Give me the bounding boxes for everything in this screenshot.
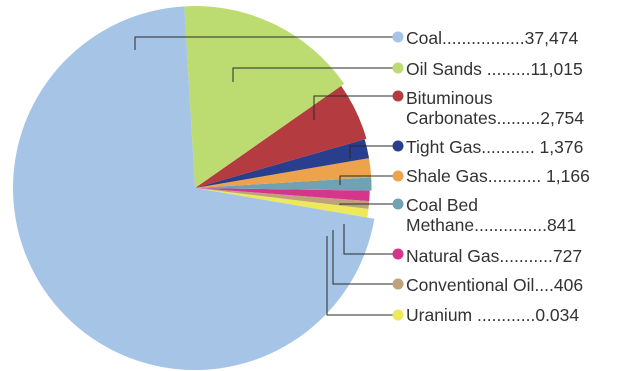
slice-labels: Coal.................37,474 Oil Sands ..… <box>406 28 590 325</box>
label-shale-gas: Shale Gas........... 1,166 <box>406 166 590 186</box>
marker-oil-sands <box>392 62 404 74</box>
label-coal-bed-line2: Methane...............841 <box>406 215 576 235</box>
slice-shale-gas <box>195 158 372 188</box>
leader-line-oil-sands <box>232 67 395 82</box>
leader-lines <box>134 36 395 316</box>
marker-bituminous-carbonates <box>392 90 404 102</box>
marker-coal <box>392 31 404 43</box>
slice-oil-sands <box>184 6 345 189</box>
marker-shale-gas <box>392 170 404 182</box>
leader-line-shale-gas <box>339 175 395 185</box>
pie-slices <box>13 6 375 371</box>
leader-line-coal <box>134 36 395 50</box>
slice-uranium <box>195 188 369 218</box>
marker-uranium <box>392 309 404 321</box>
label-oil-sands: Oil Sands .........11,015 <box>406 59 583 79</box>
slice-coal-bed-methane <box>195 177 372 191</box>
slice-bituminous-carbonates <box>195 85 367 188</box>
leader-line-conventional-oil <box>332 230 395 285</box>
leader-line-tight-gas <box>349 145 395 159</box>
leader-line-bituminous-carbonates <box>313 95 395 120</box>
leader-line-coal-bed-methane <box>339 203 395 205</box>
label-natural-gas: Natural Gas...........727 <box>406 246 582 266</box>
label-bituminous-line2: Carbonates.........2,754 <box>406 108 584 128</box>
slice-conventional-oil <box>195 188 370 209</box>
leader-line-uranium <box>326 236 395 316</box>
legend-markers <box>392 31 404 321</box>
marker-conventional-oil <box>392 278 404 290</box>
label-tight-gas: Tight Gas........... 1,376 <box>406 137 583 157</box>
label-uranium: Uranium ............0.034 <box>406 305 579 325</box>
label-bituminous-line1: Bituminous <box>406 88 493 108</box>
slice-natural-gas <box>195 188 370 202</box>
label-coal-bed-line1: Coal Bed <box>406 195 478 215</box>
label-conventional-oil: Conventional Oil....406 <box>406 275 583 295</box>
slice-tight-gas <box>195 139 369 188</box>
slice-coal <box>13 6 375 371</box>
marker-coal-bed-methane <box>392 198 404 210</box>
leader-line-natural-gas <box>343 224 395 255</box>
marker-natural-gas <box>392 248 404 260</box>
marker-tight-gas <box>392 140 404 152</box>
label-coal: Coal.................37,474 <box>406 28 578 48</box>
